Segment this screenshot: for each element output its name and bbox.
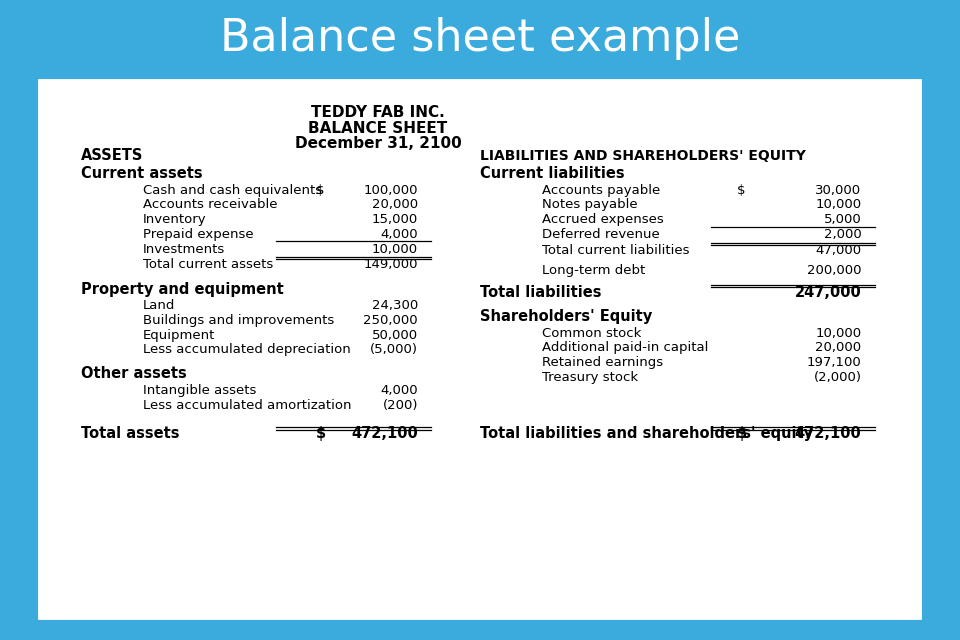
Text: Current liabilities: Current liabilities	[480, 166, 625, 181]
Text: Accrued expenses: Accrued expenses	[542, 213, 664, 226]
Text: (2,000): (2,000)	[813, 371, 861, 384]
Text: 24,300: 24,300	[372, 300, 418, 312]
Text: ASSETS: ASSETS	[81, 148, 143, 163]
Text: 4,000: 4,000	[380, 384, 418, 397]
Text: 10,000: 10,000	[815, 326, 861, 340]
Text: Shareholders' Equity: Shareholders' Equity	[480, 309, 652, 324]
Text: Total liabilities and shareholders' equity: Total liabilities and shareholders' equi…	[480, 426, 813, 442]
Text: Additional paid-in capital: Additional paid-in capital	[542, 341, 708, 355]
Text: 4,000: 4,000	[380, 228, 418, 241]
Text: Notes payable: Notes payable	[542, 198, 637, 211]
Text: Deferred revenue: Deferred revenue	[542, 228, 660, 241]
Text: LIABILITIES AND SHAREHOLDERS' EQUITY: LIABILITIES AND SHAREHOLDERS' EQUITY	[480, 149, 805, 163]
Text: Retained earnings: Retained earnings	[542, 356, 663, 369]
Text: (5,000): (5,000)	[370, 344, 418, 356]
Text: 30,000: 30,000	[815, 184, 861, 196]
Text: Investments: Investments	[143, 243, 226, 255]
Text: 149,000: 149,000	[364, 259, 418, 271]
Text: 250,000: 250,000	[363, 314, 418, 327]
Text: TEDDY FAB INC.: TEDDY FAB INC.	[311, 105, 444, 120]
Text: Balance sheet example: Balance sheet example	[220, 17, 740, 60]
Text: 472,100: 472,100	[795, 426, 861, 442]
Text: Equipment: Equipment	[143, 329, 215, 342]
Text: Treasury stock: Treasury stock	[542, 371, 638, 384]
Text: Total assets: Total assets	[81, 426, 180, 442]
Text: 100,000: 100,000	[364, 184, 418, 196]
Text: Other assets: Other assets	[81, 367, 186, 381]
Text: 50,000: 50,000	[372, 329, 418, 342]
FancyBboxPatch shape	[36, 77, 924, 622]
Text: 5,000: 5,000	[824, 213, 861, 226]
Text: Buildings and improvements: Buildings and improvements	[143, 314, 334, 327]
Text: (200): (200)	[382, 399, 418, 412]
Text: Prepaid expense: Prepaid expense	[143, 228, 253, 241]
Text: $: $	[316, 184, 324, 196]
Text: 10,000: 10,000	[815, 198, 861, 211]
Text: $: $	[737, 426, 748, 442]
Text: Long-term debt: Long-term debt	[542, 264, 645, 277]
Text: 20,000: 20,000	[372, 198, 418, 211]
Text: Inventory: Inventory	[143, 213, 206, 226]
Text: December 31, 2100: December 31, 2100	[295, 136, 462, 152]
Text: Total liabilities: Total liabilities	[480, 285, 602, 300]
Text: Accounts receivable: Accounts receivable	[143, 198, 277, 211]
Text: 15,000: 15,000	[372, 213, 418, 226]
Text: Common stock: Common stock	[542, 326, 641, 340]
Text: 20,000: 20,000	[815, 341, 861, 355]
Text: Land: Land	[143, 300, 176, 312]
Text: Cash and cash equivalents: Cash and cash equivalents	[143, 184, 322, 196]
Text: 197,100: 197,100	[806, 356, 861, 369]
Text: $: $	[737, 184, 746, 196]
Text: $: $	[316, 426, 326, 442]
Text: 200,000: 200,000	[807, 264, 861, 277]
Text: 2,000: 2,000	[824, 228, 861, 241]
Text: BALANCE SHEET: BALANCE SHEET	[308, 120, 447, 136]
Text: Accounts payable: Accounts payable	[542, 184, 660, 196]
Text: Total current liabilities: Total current liabilities	[542, 244, 689, 257]
Text: Less accumulated depreciation: Less accumulated depreciation	[143, 344, 350, 356]
Text: Property and equipment: Property and equipment	[81, 282, 283, 297]
Text: 47,000: 47,000	[815, 244, 861, 257]
Text: 472,100: 472,100	[351, 426, 418, 442]
Text: Total current assets: Total current assets	[143, 259, 274, 271]
Text: Current assets: Current assets	[81, 166, 203, 181]
Text: Less accumulated amortization: Less accumulated amortization	[143, 399, 351, 412]
Text: 10,000: 10,000	[372, 243, 418, 255]
Text: Intangible assets: Intangible assets	[143, 384, 256, 397]
Text: 247,000: 247,000	[795, 285, 861, 300]
